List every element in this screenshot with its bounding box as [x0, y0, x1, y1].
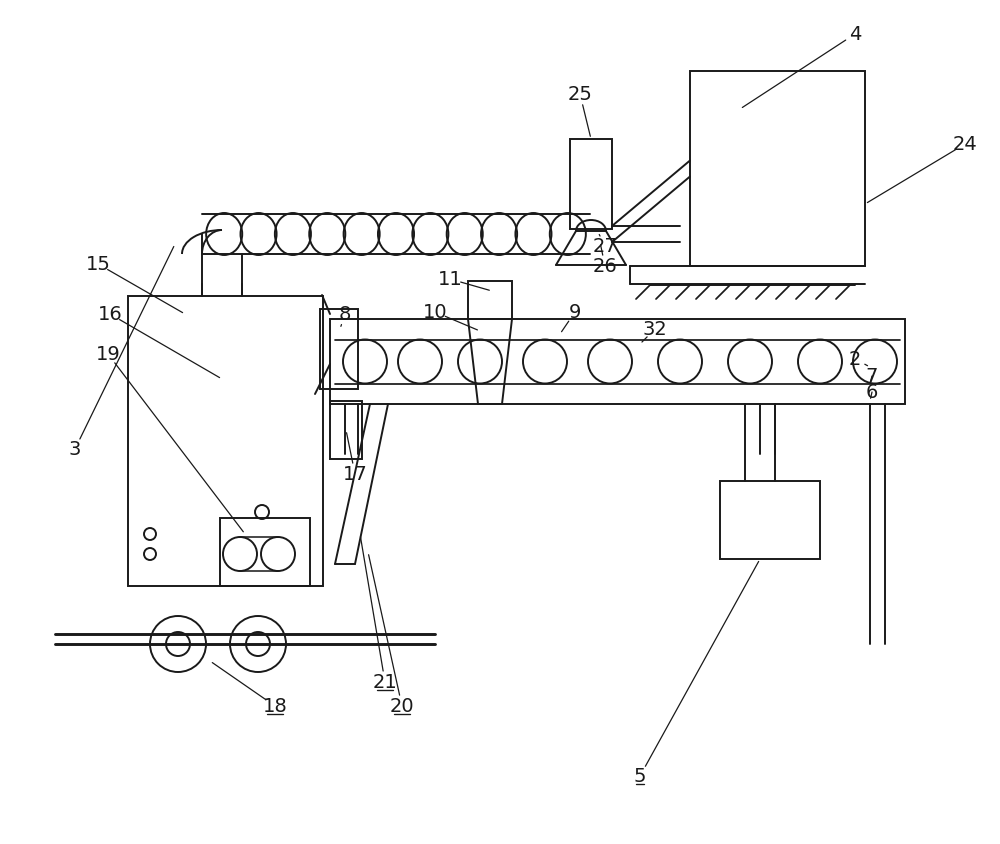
Bar — [720, 481, 820, 559]
Text: 26: 26 — [593, 257, 617, 275]
Text: 3: 3 — [69, 440, 81, 458]
Text: 7: 7 — [866, 366, 878, 386]
Bar — [220, 518, 310, 586]
Text: 19: 19 — [96, 344, 120, 364]
Text: 17: 17 — [343, 464, 367, 484]
Text: 9: 9 — [569, 302, 581, 322]
Text: 10: 10 — [423, 302, 447, 322]
Text: 5: 5 — [634, 766, 646, 786]
Text: 11: 11 — [438, 269, 462, 289]
Text: 18: 18 — [263, 696, 287, 716]
Text: 32: 32 — [643, 320, 667, 338]
Bar — [330, 319, 905, 404]
Text: 16: 16 — [98, 305, 122, 323]
Text: 2: 2 — [849, 349, 861, 369]
Text: 6: 6 — [866, 382, 878, 402]
Bar — [690, 71, 865, 266]
Text: 4: 4 — [849, 24, 861, 44]
Text: 24: 24 — [953, 134, 977, 154]
Bar — [128, 296, 323, 586]
Text: 15: 15 — [86, 255, 110, 273]
Text: 20: 20 — [390, 696, 414, 716]
Bar — [570, 139, 612, 229]
Bar — [330, 401, 362, 459]
Text: 25: 25 — [568, 84, 592, 104]
Text: 21: 21 — [373, 673, 397, 691]
Bar — [468, 281, 512, 319]
Text: 27: 27 — [593, 236, 617, 256]
Bar — [320, 309, 358, 389]
Text: 8: 8 — [339, 305, 351, 323]
